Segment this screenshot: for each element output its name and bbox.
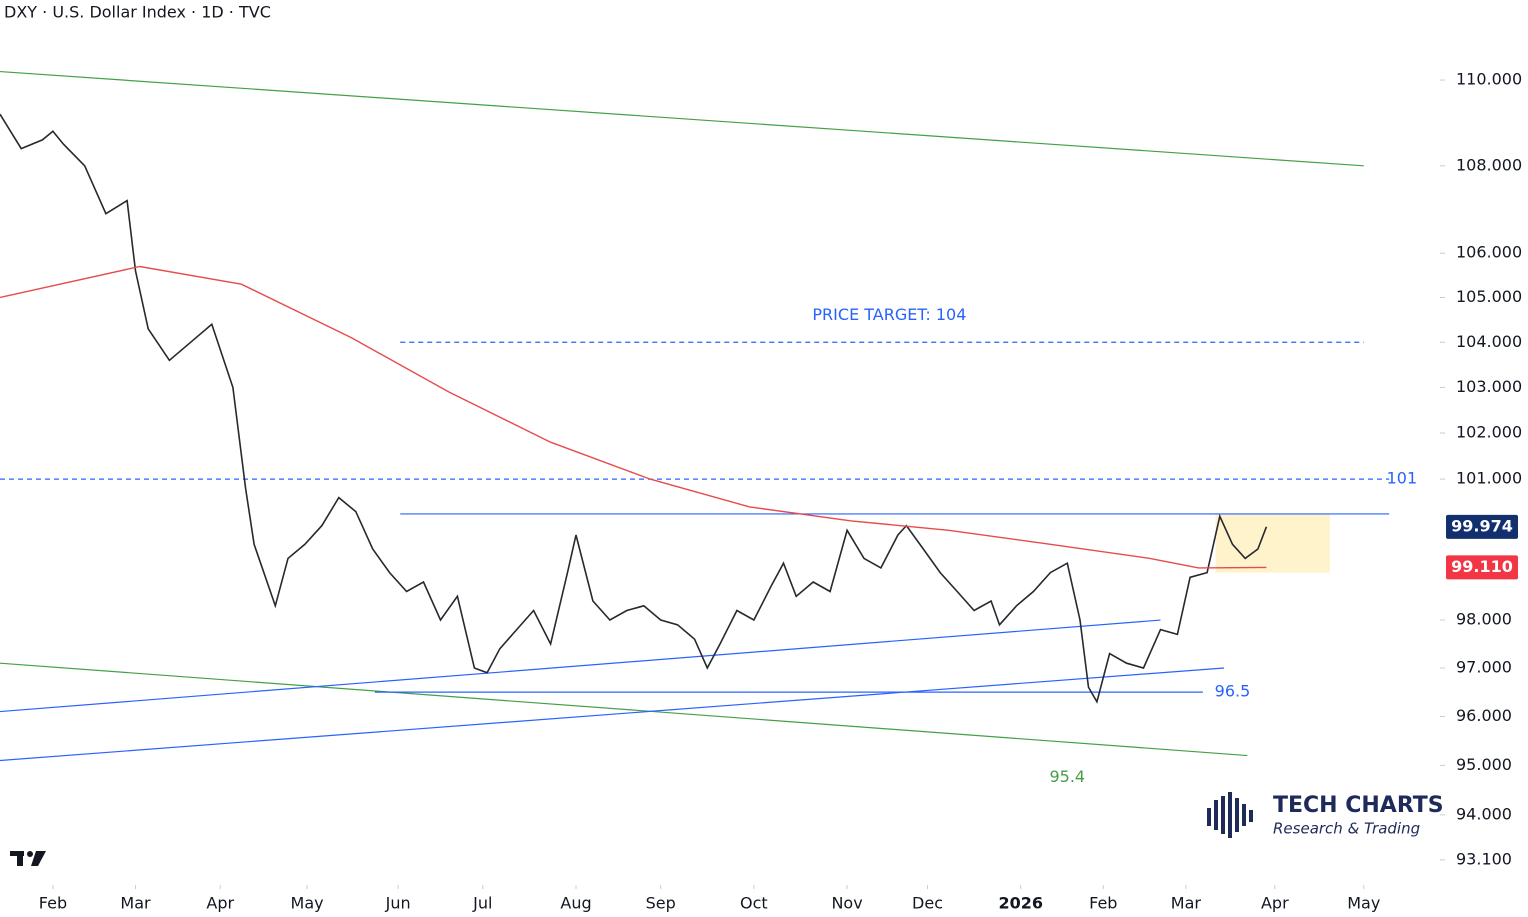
price-tag [1446,555,1518,580]
brand-name: TECH CHARTS [1273,793,1444,818]
x-tick-label: Nov [831,894,862,913]
x-tick-label: Apr [1261,894,1289,913]
x-tick-label: Oct [740,894,768,913]
y-tick-label: 104.000 [1456,332,1522,351]
y-tick-label: 95.000 [1456,755,1512,774]
y-tick-label: 106.000 [1456,243,1522,262]
price-tag-label: 99.110 [1451,557,1513,576]
y-tick-label: 103.000 [1456,377,1522,396]
y-tick-label: 108.000 [1456,155,1522,174]
y-tick-label: 98.000 [1456,610,1512,629]
plot: PRICE TARGET: 104 101 96.5 95.4 110.000 108.0… [0,70,1522,913]
x-tick-label: Mar [120,894,151,913]
x-tick-label: Feb [39,894,67,913]
price-line [0,113,1268,704]
x-tick-label: Mar [1171,894,1202,913]
trend-line [0,70,1364,167]
trend-line [0,619,1161,713]
x-tick-label: May [291,894,324,913]
annotation: PRICE TARGET: 104 [812,305,966,324]
annotation: 96.5 [1215,682,1251,701]
chart-title: DXY · U.S. Dollar Index · 1D · TVC [4,3,271,22]
x-tick-label: Feb [1089,894,1117,913]
annotation: 95.4 [1049,767,1085,786]
brand-logo: TECH CHARTS Research & Trading [1207,792,1444,838]
x-tick-label: May [1347,894,1380,913]
price-tag-label: 99.974 [1451,516,1513,535]
x-tick-label: Jul [472,894,492,913]
trend-line [0,662,1248,757]
zone [1215,513,1330,573]
price-tag [1446,514,1518,539]
annotation: 101 [1387,469,1418,488]
x-tick-label: 2026 [998,894,1043,913]
y-tick-label: 94.000 [1456,804,1512,823]
x-tick-label: Dec [912,894,943,913]
trend-line [0,667,1225,762]
y-tick-label: 101.000 [1456,469,1522,488]
y-tick-label: 93.100 [1456,849,1512,868]
y-tick-label: 102.000 [1456,423,1522,442]
y-tick-label: 105.000 [1456,287,1522,306]
y-tick-label: 97.000 [1456,657,1512,676]
y-tick-label: 96.000 [1456,706,1512,725]
x-tick-label: Aug [560,894,591,913]
brand-tagline: Research & Trading [1273,820,1420,838]
price-line [0,265,1267,569]
x-tick-label: Jun [385,894,411,913]
y-tick-label: 110.000 [1456,70,1522,89]
x-tick-label: Apr [206,894,234,913]
tv-logo [10,851,46,866]
x-tick-label: Sep [646,894,676,913]
